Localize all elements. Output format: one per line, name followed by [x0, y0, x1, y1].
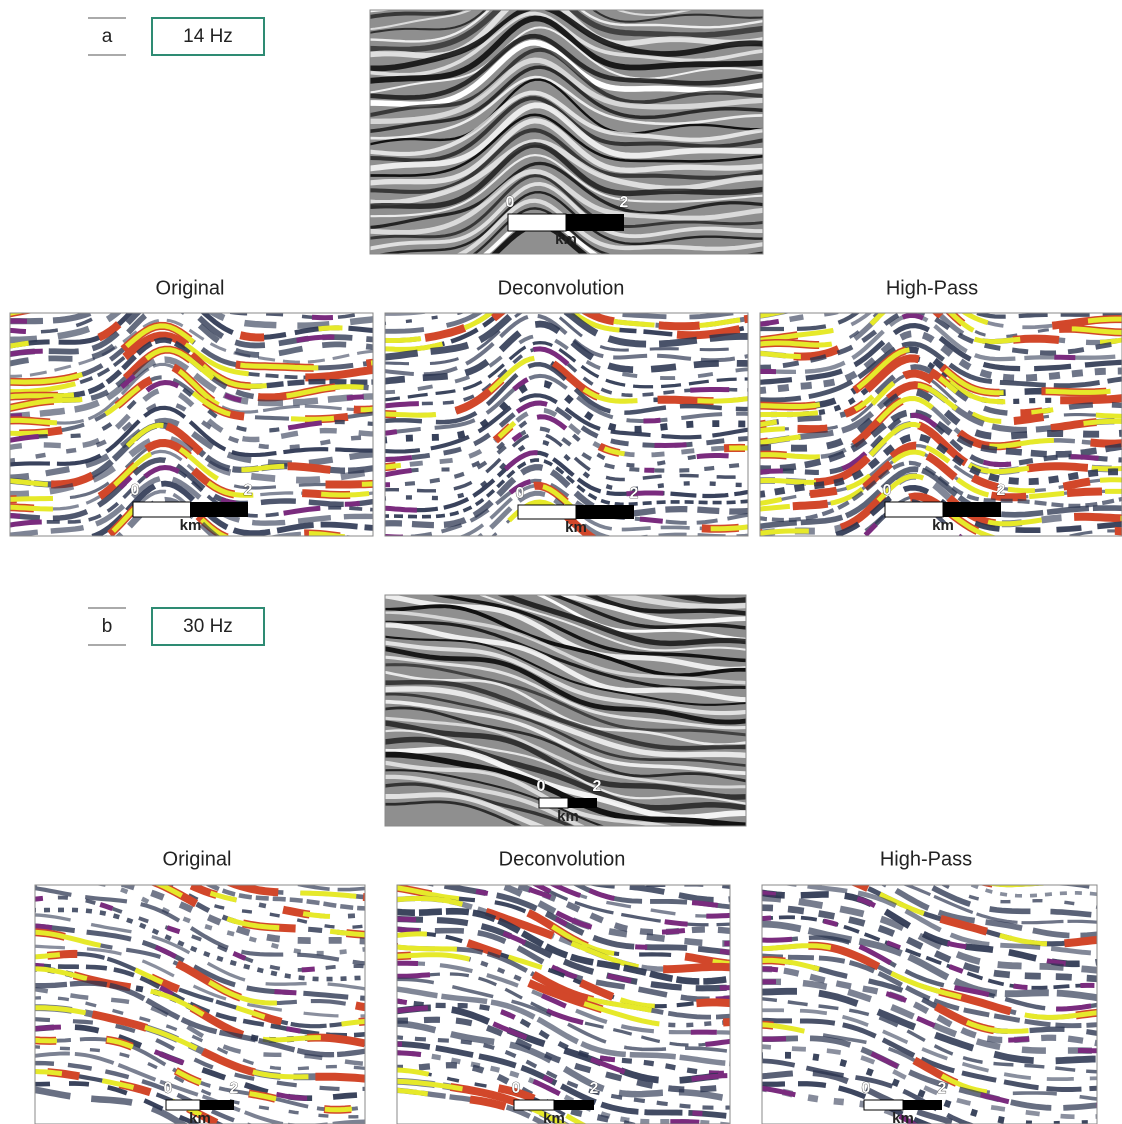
scale-bar-white [133, 502, 191, 517]
scale-bar-white [508, 214, 566, 231]
scale-end: 2 [590, 1080, 599, 1097]
frequency: 14 Hz [183, 26, 233, 47]
scale-start: 0 [131, 482, 140, 499]
seismic-image [30, 789, 370, 1124]
scale-bar-white [885, 502, 943, 517]
seismic-image [392, 790, 732, 1124]
scale-end: 2 [997, 482, 1006, 499]
scale-start: 0 [883, 482, 892, 499]
scale-bar-black [191, 502, 249, 517]
figure: a 14 Hz 0 2 km Original 0 2 km Deconvolution 0 2 km H… [0, 0, 1122, 1124]
scale-unit: km [892, 1110, 914, 1124]
scale-bar-black [200, 1100, 234, 1110]
scale-bar-white [514, 1100, 554, 1110]
section-title: High-Pass [880, 848, 972, 870]
section-title: Deconvolution [499, 848, 626, 870]
scale-bar-black [903, 1100, 942, 1110]
scale-end: 2 [938, 1080, 947, 1097]
frequency: 30 Hz [183, 616, 233, 637]
scale-bar-white [864, 1100, 903, 1110]
scale-bar-white [518, 505, 576, 519]
scale-bar-black [554, 1100, 594, 1110]
scale-end: 2 [244, 482, 253, 499]
scale-start: 0 [164, 1080, 173, 1097]
scale-bar-black [943, 502, 1001, 517]
scale-unit: km [180, 517, 202, 534]
panel-label: b [102, 616, 113, 637]
scale-unit: km [557, 808, 579, 825]
scale-end: 2 [630, 485, 639, 502]
scale-bar-black [576, 505, 634, 519]
scale-bar-black [566, 214, 624, 231]
scale-start: 0 [862, 1080, 871, 1097]
scale-end: 2 [620, 194, 629, 211]
scale-start: 0 [506, 194, 515, 211]
scale-start: 0 [516, 485, 525, 502]
scale-unit: km [543, 1110, 565, 1124]
seismic-image [757, 789, 1102, 1124]
scale-unit: km [555, 231, 577, 248]
scale-start: 0 [537, 778, 546, 795]
section-title: Original [156, 277, 225, 299]
scale-bar-black [568, 798, 597, 808]
scale-start: 0 [512, 1080, 521, 1097]
scale-end: 2 [593, 778, 602, 795]
section-title: High-Pass [886, 277, 978, 299]
scale-unit: km [932, 517, 954, 534]
scale-end: 2 [230, 1080, 239, 1097]
scale-bar-white [166, 1100, 200, 1110]
section-title: Original [163, 848, 232, 870]
scale-unit: km [565, 519, 587, 536]
panel-label: a [102, 26, 113, 47]
scale-unit: km [189, 1110, 211, 1124]
section-title: Deconvolution [498, 277, 625, 299]
scale-bar-white [539, 798, 568, 808]
